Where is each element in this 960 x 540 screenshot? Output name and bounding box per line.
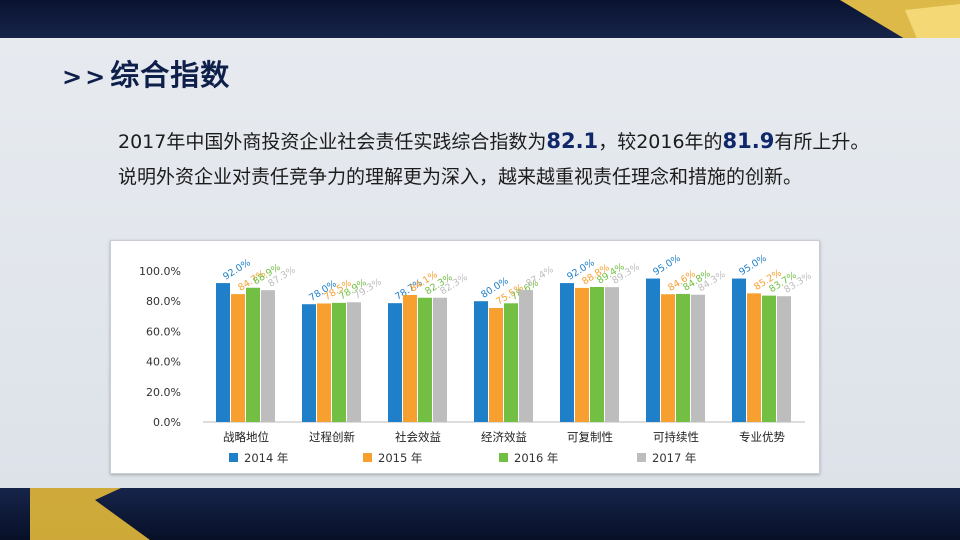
summary-paragraph: 2017年中国外商投资企业社会责任实践综合指数为82.1，较2016年的81.9… (118, 124, 878, 195)
bar-3-1 (347, 302, 361, 422)
bar-1-6 (747, 293, 761, 422)
bar-2-2 (418, 297, 432, 422)
bar-2-1 (332, 302, 346, 422)
legend-swatch (229, 453, 238, 462)
title-text: 综合指数 (110, 58, 231, 92)
category-label: 过程创新 (309, 430, 355, 444)
legend-label: 2016 年 (514, 451, 558, 465)
bottom-band (0, 488, 960, 540)
y-tick-label: 60.0% (146, 325, 181, 338)
bar-0-0 (216, 283, 230, 422)
summary-text-3: 有所上升。说明外资企业对责任竞争力的理解更为深入，越来越重视责任理念和措施的创新… (118, 131, 870, 188)
value-2017: 82.1 (546, 129, 599, 153)
bar-3-3 (519, 290, 533, 422)
page-title: >>综合指数 (62, 52, 230, 94)
top-band (0, 0, 960, 38)
category-label: 社会效益 (395, 430, 441, 444)
summary-text-2: ，较2016年的 (598, 131, 723, 153)
chart-container: 100.0% 80.0% 60.0% 40.0% 20.0% 0.0% 92.0% 84.7%… (110, 240, 820, 474)
bar-1-3 (489, 307, 503, 422)
category-label: 战略地位 (223, 430, 269, 444)
bar-1-2 (403, 295, 417, 422)
category-label: 经济效益 (481, 430, 527, 444)
y-tick-label: 0.0% (153, 416, 181, 429)
bar-2-4 (590, 287, 604, 422)
legend-swatch (499, 453, 508, 462)
bar-0-4 (560, 283, 574, 422)
bar-3-6 (777, 296, 791, 422)
y-tick-label: 80.0% (146, 295, 181, 308)
bar-0-6 (732, 278, 746, 422)
bar-2-5 (676, 293, 690, 422)
y-tick-label: 40.0% (146, 356, 181, 369)
data-label: 95.0% (737, 253, 768, 278)
bar-1-1 (317, 303, 331, 422)
bar-3-4 (605, 287, 619, 422)
bar-3-5 (691, 294, 705, 422)
summary-text-1: 2017年中国外商投资企业社会责任实践综合指数为 (118, 131, 547, 153)
bar-2-6 (762, 295, 776, 422)
bar-0-3 (474, 301, 488, 422)
bar-chart: 100.0%80.0%60.0%40.0%20.0%0.0%92.0%84.7%… (139, 253, 814, 465)
legend-label: 2014 年 (244, 451, 288, 465)
bar-3-2 (433, 297, 447, 422)
bar-0-1 (302, 304, 316, 422)
category-label: 专业优势 (739, 430, 785, 444)
legend-label: 2017 年 (652, 451, 696, 465)
category-label: 可复制性 (567, 430, 613, 444)
legend-swatch (637, 453, 646, 462)
bar-0-5 (646, 278, 660, 422)
title-prefix: >> (62, 63, 109, 91)
category-label: 可持续性 (653, 430, 699, 444)
value-2016: 81.9 (722, 129, 775, 153)
bar-2-3 (504, 303, 518, 422)
bar-1-4 (575, 287, 589, 422)
bar-0-2 (388, 303, 402, 422)
data-label: 95.0% (651, 253, 682, 278)
bar-3-0 (261, 290, 275, 422)
legend-swatch (363, 453, 372, 462)
bar-1-0 (231, 294, 245, 422)
bar-2-0 (246, 287, 260, 422)
legend-label: 2015 年 (378, 451, 422, 465)
y-tick-label: 20.0% (146, 386, 181, 399)
y-tick-label: 100.0% (139, 265, 181, 278)
bar-1-5 (661, 294, 675, 422)
